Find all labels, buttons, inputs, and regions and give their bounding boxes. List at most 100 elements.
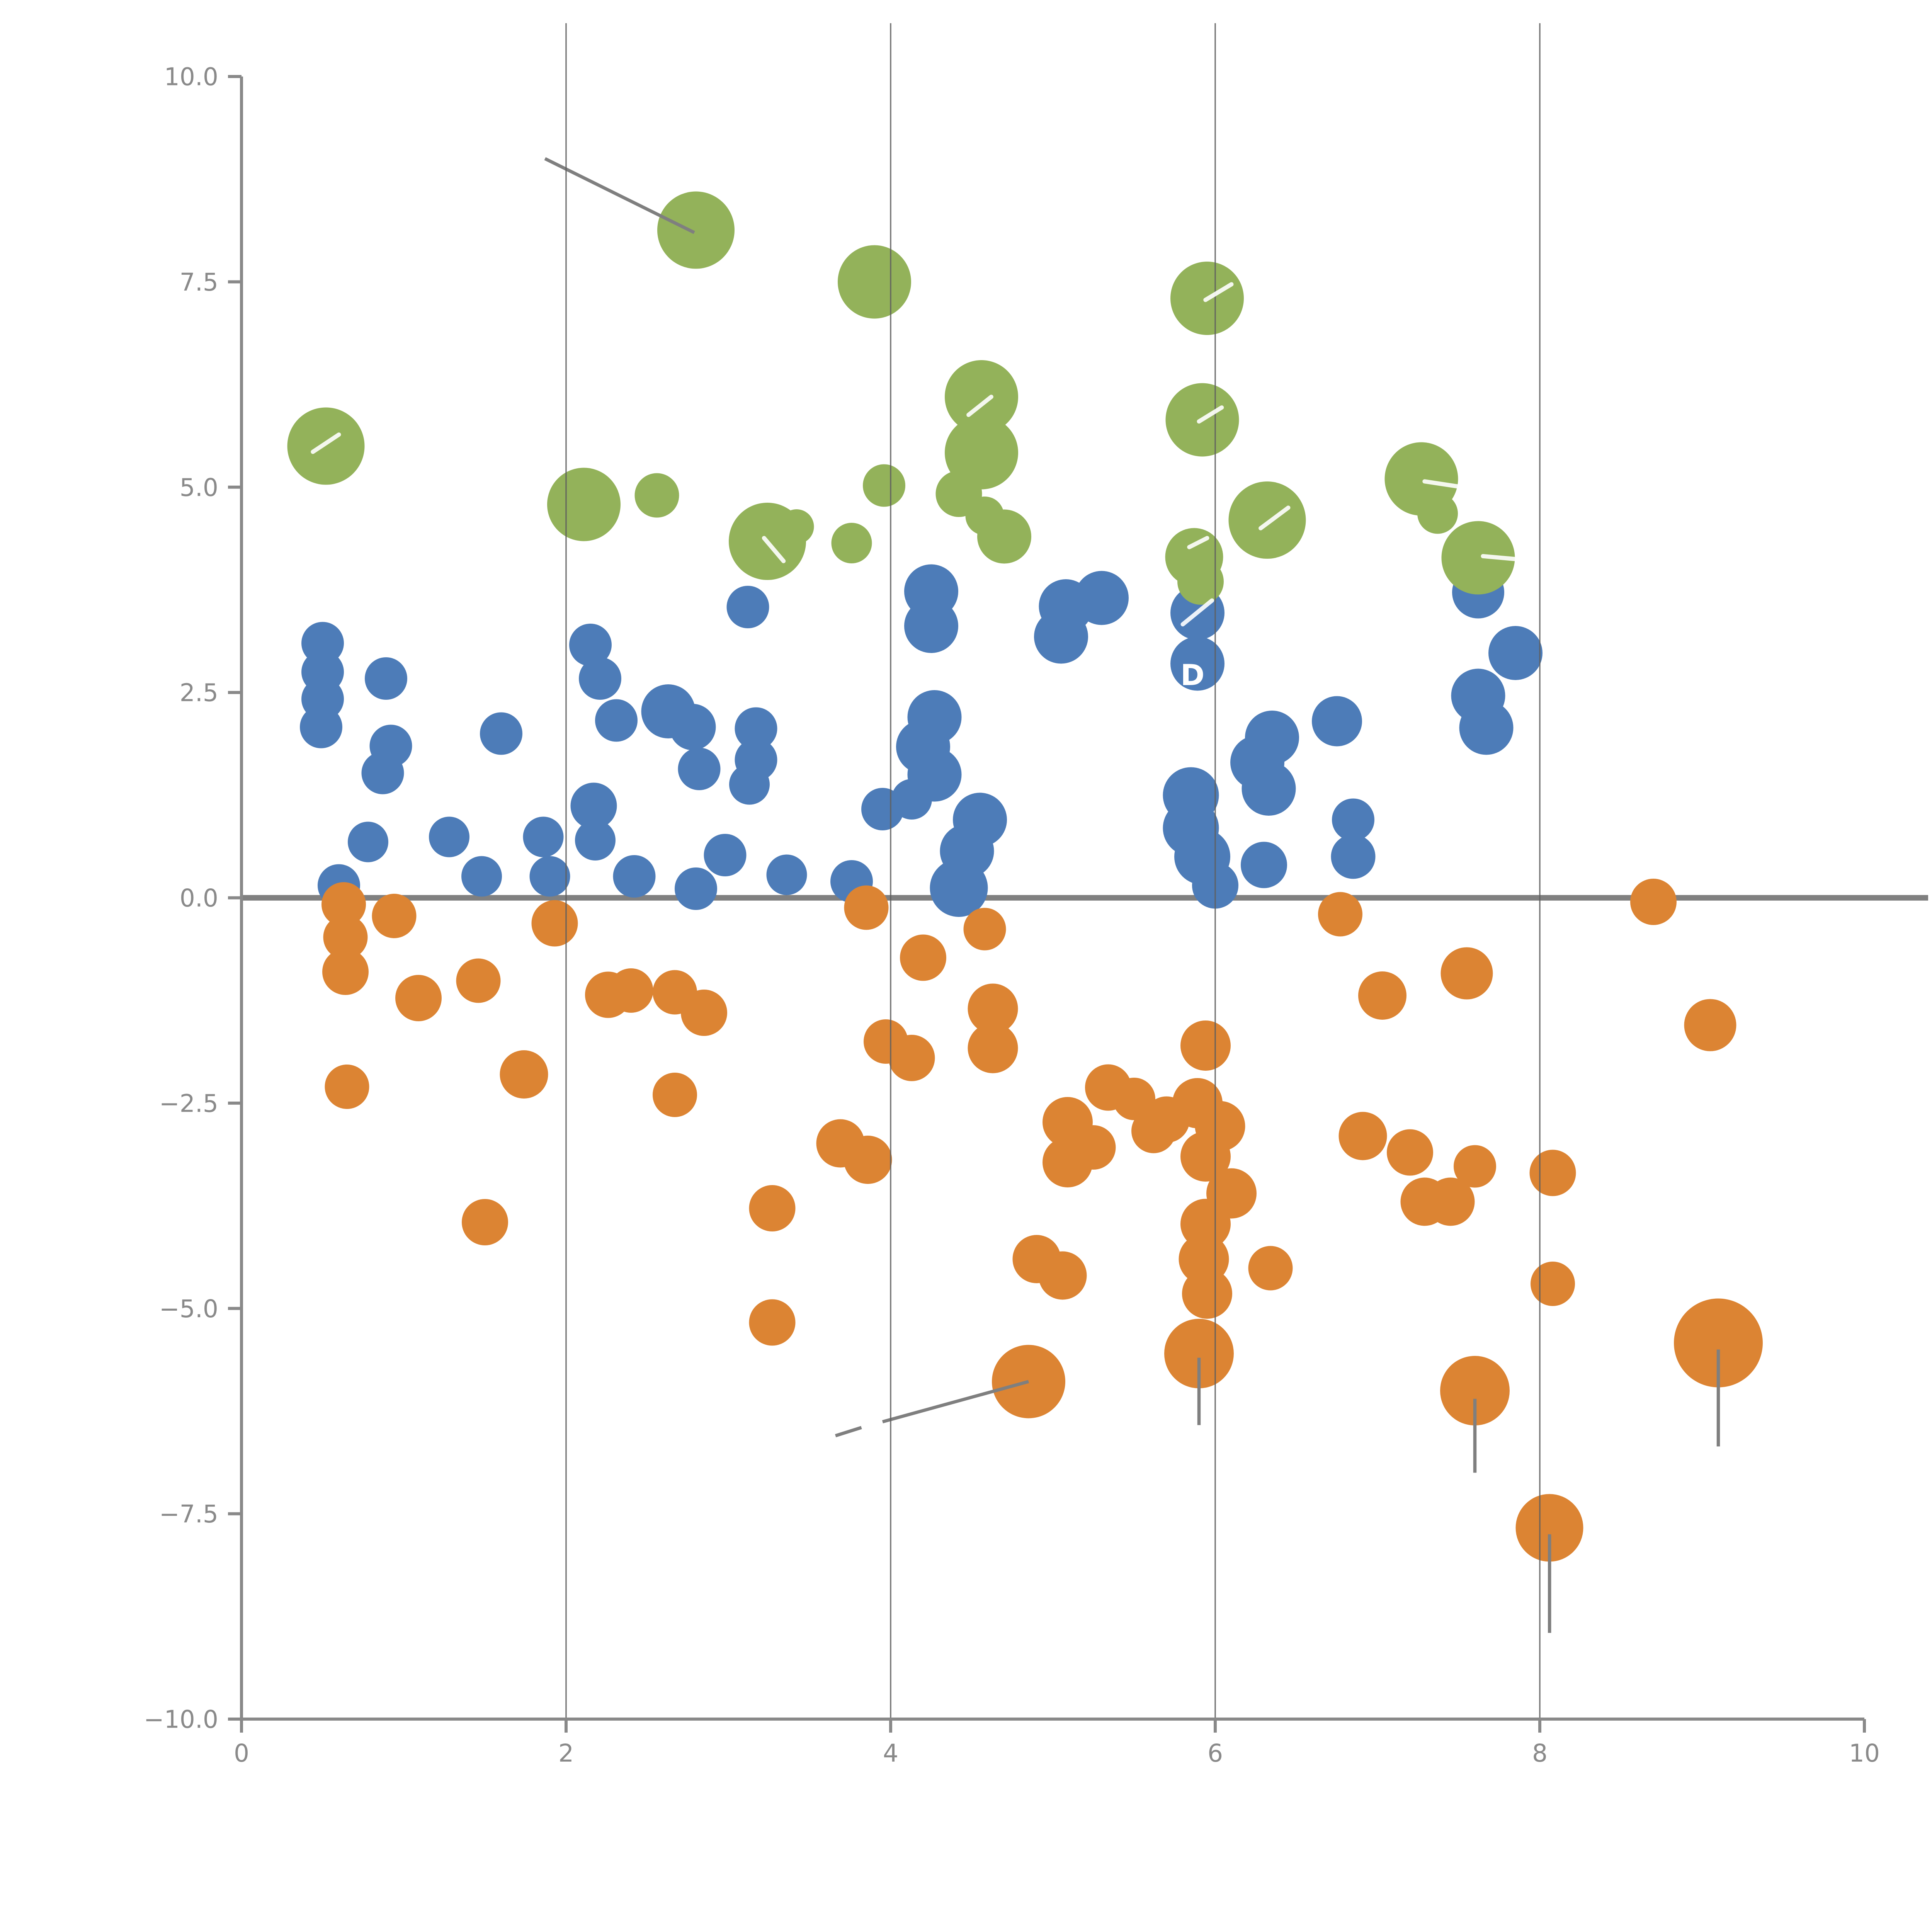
blue-data-point — [669, 704, 716, 750]
green-data-point — [287, 407, 365, 485]
green-data-point — [977, 509, 1031, 564]
orange-data-point — [325, 1065, 369, 1109]
orange-data-point — [1182, 1269, 1232, 1319]
white-slash-mark — [1422, 479, 1459, 489]
blue-data-point — [704, 834, 747, 876]
white-slash-mark — [762, 536, 786, 563]
orange-data-point — [1630, 879, 1677, 925]
blue-data-point — [575, 820, 616, 861]
y-tick-label: 5.0 — [180, 473, 218, 502]
y-tick-label: 0.0 — [180, 884, 218, 912]
blue-data-point — [570, 782, 617, 829]
tick-labels-layer: 10.0 7.5 5.0 2.5 0.0 −2.5 −5.0 −7.5 −10.0 0 2 4 6 8 10 — [144, 63, 1880, 1768]
orange-data-point — [749, 1299, 796, 1346]
blue-data-point — [1075, 571, 1129, 625]
green-data-point — [945, 360, 1018, 434]
orange-data-point — [1440, 947, 1493, 1000]
orange-data-point — [749, 1185, 796, 1231]
green-data-point — [1228, 481, 1306, 559]
green-data-point — [863, 464, 905, 507]
blue-data-point — [523, 816, 564, 857]
orange-data-point — [609, 968, 653, 1013]
orange-data-point — [968, 1023, 1018, 1073]
blue-data-point — [907, 747, 962, 802]
x-tick-label: 10 — [1849, 1739, 1880, 1767]
blue-data-point — [1332, 798, 1374, 841]
white-slash-mark — [1180, 598, 1214, 627]
orange-data-point — [372, 894, 417, 938]
orange-data-point — [395, 975, 442, 1021]
orange-data-point — [1531, 1262, 1575, 1306]
blue-data-point — [300, 706, 342, 748]
blue-data-point — [766, 854, 807, 895]
blue-data-point — [729, 764, 770, 805]
y-tick-label: −5.0 — [159, 1295, 218, 1323]
green-data-point — [547, 468, 621, 541]
annotation-line — [544, 157, 695, 234]
orange-data-point — [1180, 1020, 1231, 1071]
gridline-layer — [565, 23, 1541, 1719]
white-slash-mark — [1259, 505, 1291, 531]
blue-data-point — [361, 752, 404, 794]
orange-data-point — [653, 1073, 697, 1117]
orange-data-point — [1529, 1150, 1576, 1196]
blue-data-point — [569, 624, 612, 666]
orange-data-point — [456, 958, 501, 1003]
orange-data-point — [1387, 1129, 1433, 1176]
blue-data-point — [930, 859, 988, 917]
blue-data-point — [1331, 834, 1376, 879]
x-tick-label: 2 — [558, 1739, 574, 1767]
blue-data-point — [579, 657, 621, 700]
blue-data-point — [904, 599, 958, 653]
green-data-point — [779, 509, 814, 544]
y-tick-label: 2.5 — [180, 679, 218, 707]
y-tick-label: −10.0 — [144, 1706, 218, 1734]
orange-data-point — [1426, 1177, 1475, 1226]
orange-data-point — [1143, 1096, 1190, 1143]
blue-data-point — [735, 707, 777, 750]
green-data-point — [1417, 493, 1458, 534]
orange-data-point — [1113, 1078, 1155, 1120]
blue-data-point — [675, 867, 717, 910]
white-marks-layer: D — [311, 282, 1531, 692]
white-slash-mark — [1187, 536, 1209, 549]
annotation-line — [882, 1380, 1029, 1423]
orange-data-point — [968, 983, 1018, 1034]
blue-data-point — [726, 586, 769, 628]
orange-data-point — [531, 900, 578, 947]
blue-data-point — [429, 816, 469, 857]
orange-data-point — [323, 915, 368, 959]
blue-data-point — [529, 856, 570, 897]
blue-data-point — [1034, 609, 1088, 664]
green-data-point — [838, 245, 911, 319]
white-slash-mark — [1203, 282, 1234, 302]
y-tick-label: −7.5 — [159, 1500, 218, 1528]
x-tick-label: 0 — [234, 1739, 249, 1767]
orange-data-point — [1180, 1131, 1231, 1182]
annotation-line — [835, 1426, 862, 1437]
x-tick-label: 4 — [883, 1739, 898, 1767]
y-tick-label: −2.5 — [159, 1089, 218, 1117]
green-data-point — [634, 473, 679, 518]
orange-data-point — [681, 990, 727, 1036]
orange-data-point — [1440, 1356, 1510, 1425]
orange-data-point — [1674, 1298, 1763, 1388]
white-slash-mark — [1197, 405, 1224, 424]
orange-data-point — [900, 934, 946, 981]
blue-data-point — [348, 821, 388, 862]
axes-layer — [228, 75, 1866, 1733]
y-tick-label: 7.5 — [180, 268, 218, 296]
green-series-layer — [287, 191, 1515, 605]
orange-data-point — [1515, 1494, 1583, 1562]
blue-data-point — [480, 712, 522, 755]
white-slash-mark — [311, 432, 341, 454]
orange-data-point — [1454, 1145, 1496, 1188]
orange-data-point — [1043, 1137, 1093, 1187]
blue-data-point — [595, 699, 638, 742]
blue-data-point — [1242, 762, 1296, 816]
orange-data-point — [1318, 892, 1362, 937]
y-tick-label: 10.0 — [164, 63, 218, 91]
orange-data-point — [844, 1136, 892, 1184]
blue-data-point — [365, 657, 407, 700]
orange-data-point — [1043, 1097, 1093, 1147]
